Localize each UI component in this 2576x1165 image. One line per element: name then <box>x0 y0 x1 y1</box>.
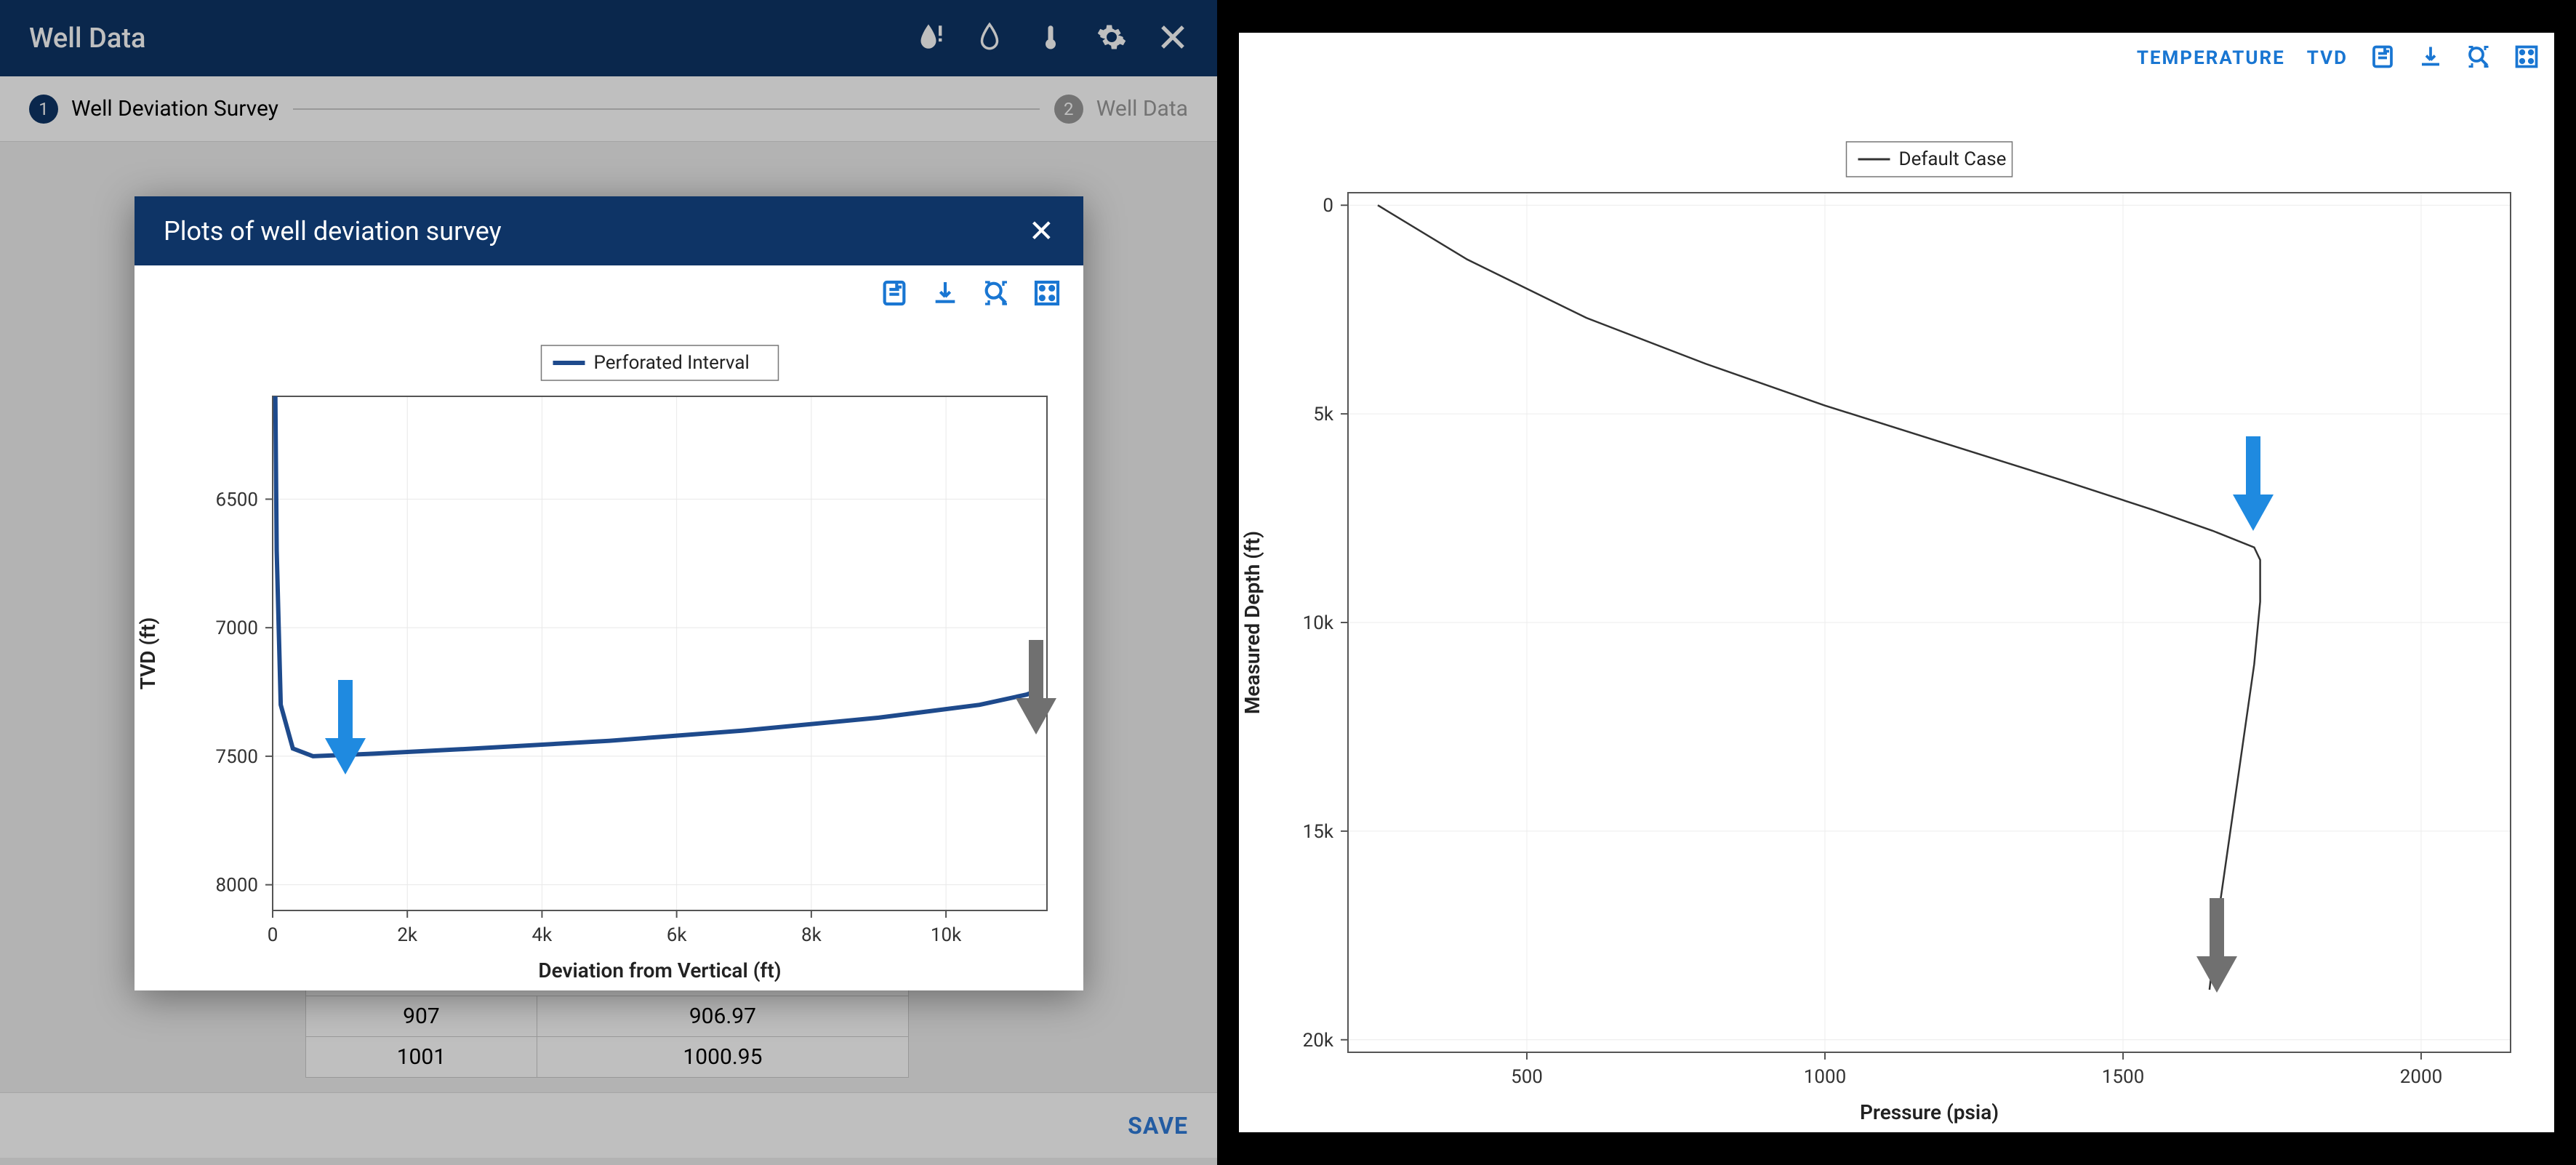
modal-toolbar <box>135 265 1083 324</box>
close-icon[interactable] <box>1157 22 1188 55</box>
svg-text:15k: 15k <box>1303 821 1334 843</box>
save-button[interactable]: SAVE <box>1128 1112 1188 1140</box>
droplet-alert-icon[interactable] <box>913 22 944 55</box>
tvd-button[interactable]: TVD <box>2307 47 2348 69</box>
right-toolbar: TEMPERATURE TVD <box>1239 33 2554 84</box>
annotation-arrow-gray <box>1016 640 1056 734</box>
svg-text:5k: 5k <box>1313 404 1334 425</box>
svg-text:1500: 1500 <box>2102 1066 2144 1088</box>
deviation-chart: 0 2k 4k 6k 8k 10k 6500 7000 7500 8000 Deviation fr… <box>135 324 1083 990</box>
svg-text:20k: 20k <box>1303 1030 1334 1052</box>
thermometer-icon[interactable] <box>1035 22 1066 55</box>
download-icon[interactable] <box>2417 44 2444 73</box>
svg-text:Default Case: Default Case <box>1899 148 2007 170</box>
table-cell: 906.97 <box>537 996 908 1037</box>
annotation-arrow-blue <box>325 680 366 774</box>
step-1-badge: 1 <box>29 95 58 124</box>
svg-text:0: 0 <box>1323 195 1333 217</box>
temperature-button[interactable]: TEMPERATURE <box>2137 47 2285 69</box>
step-2-badge: 2 <box>1054 95 1083 124</box>
panel-header: Well Data <box>0 0 1217 76</box>
export-image-icon[interactable] <box>880 279 909 311</box>
svg-text:2000: 2000 <box>2400 1066 2442 1088</box>
svg-text:TVD (ft): TVD (ft) <box>136 617 160 690</box>
svg-text:1000: 1000 <box>1804 1066 1846 1088</box>
step-1[interactable]: 1 Well Deviation Survey <box>29 95 278 124</box>
svg-text:6500: 6500 <box>216 489 258 511</box>
modal-header: Plots of well deviation survey ✕ <box>135 196 1083 265</box>
table-cell: 1000.95 <box>537 1037 908 1078</box>
download-icon[interactable] <box>931 279 960 311</box>
svg-text:2k: 2k <box>397 924 418 946</box>
step-1-label: Well Deviation Survey <box>71 96 278 121</box>
stepper: 1 Well Deviation Survey 2 Well Data <box>0 76 1217 142</box>
svg-text:6k: 6k <box>667 924 688 946</box>
svg-text:Measured Depth (ft): Measured Depth (ft) <box>1240 531 1264 714</box>
table-cell: 1001 <box>306 1037 537 1078</box>
table-cell: 907 <box>306 996 537 1037</box>
svg-text:7500: 7500 <box>216 746 258 768</box>
svg-text:4k: 4k <box>532 924 553 946</box>
step-2-label: Well Data <box>1096 96 1188 121</box>
header-icon-group <box>913 22 1188 55</box>
zoom-icon[interactable] <box>982 279 1011 311</box>
step-2[interactable]: 2 Well Data <box>1054 95 1188 124</box>
annotation-arrow-gray <box>2196 898 2237 993</box>
annotation-arrow-blue <box>2233 436 2274 531</box>
deviation-survey-modal: Plots of well deviation survey ✕ 0 2k 4k 6k… <box>135 196 1083 990</box>
gear-icon[interactable] <box>1096 22 1127 55</box>
right-inner: TEMPERATURE TVD 500 1000 1500 2000 0 5k 10k 15k… <box>1239 33 2554 1132</box>
svg-text:Deviation from Vertical (ft): Deviation from Vertical (ft) <box>538 958 781 982</box>
svg-text:10k: 10k <box>1303 612 1334 634</box>
svg-text:8k: 8k <box>801 924 822 946</box>
svg-text:0: 0 <box>268 924 278 946</box>
fullscreen-icon[interactable] <box>2513 44 2540 73</box>
save-bar: SAVE <box>0 1092 1217 1158</box>
svg-text:7000: 7000 <box>216 617 258 639</box>
well-data-panel: Well Data 1 Well Deviation Survey 2 Well… <box>0 0 1217 1165</box>
svg-text:8000: 8000 <box>216 875 258 897</box>
pressure-depth-panel: TEMPERATURE TVD 500 1000 1500 2000 0 5k 10k 15k… <box>1217 0 2576 1165</box>
modal-close-icon[interactable]: ✕ <box>1029 213 1054 249</box>
svg-text:Pressure (psia): Pressure (psia) <box>1860 1100 1999 1124</box>
svg-text:10k: 10k <box>931 924 962 946</box>
export-image-icon[interactable] <box>2370 44 2396 73</box>
panel-title: Well Data <box>29 23 145 55</box>
step-connector <box>293 108 1040 110</box>
pressure-depth-chart: 500 1000 1500 2000 0 5k 10k 15k 20k Pressure (psi… <box>1239 84 2554 1132</box>
zoom-icon[interactable] <box>2465 44 2492 73</box>
fullscreen-icon[interactable] <box>1032 279 1062 311</box>
svg-text:Perforated Interval: Perforated Interval <box>594 352 750 374</box>
droplet-icon[interactable] <box>974 22 1005 55</box>
modal-title: Plots of well deviation survey <box>164 216 502 247</box>
svg-text:500: 500 <box>1511 1066 1543 1088</box>
